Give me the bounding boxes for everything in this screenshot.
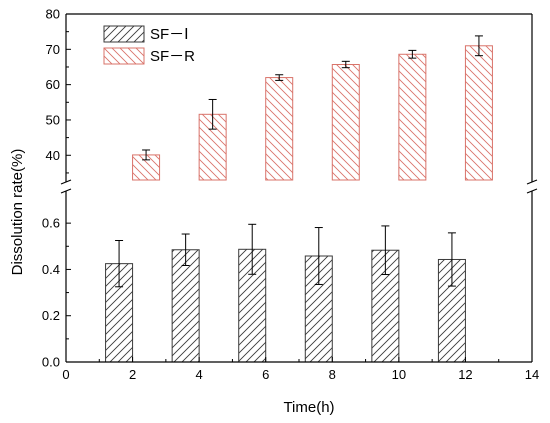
y-tick-label-lower: 0.2: [42, 308, 60, 323]
axis-break-mark: [60, 179, 72, 185]
bar-sf1-4: [171, 249, 200, 363]
x-axis-title: Time(h): [283, 399, 334, 416]
bar-sfr-10: [398, 53, 427, 181]
axis-break-mark: [526, 179, 538, 185]
bar-sfr-12: [464, 45, 493, 181]
axis-break-mark: [60, 188, 72, 194]
bar-sfr-6: [265, 77, 294, 181]
y-tick-label-upper: 80: [46, 7, 60, 22]
axes-layer: 0 2 4 6 8 10 12 14 0.0 0.2 0.4 0.6 40 50 60 70 80: [42, 7, 539, 383]
y-tick-label-upper: 40: [46, 148, 60, 163]
legend-swatch-sf1: [103, 25, 145, 43]
y-tick-label-upper: 50: [46, 112, 60, 127]
legend-swatch-sfr: [103, 47, 145, 65]
x-tick-label: 0: [62, 367, 69, 382]
y-tick-label-lower: 0.0: [42, 355, 60, 370]
bars-layer: [105, 35, 493, 363]
legend-label-sfr: SF－R: [150, 48, 195, 65]
bar-sfr-8: [331, 64, 360, 181]
x-tick-label: 10: [392, 367, 406, 382]
x-tick-label: 12: [458, 367, 472, 382]
legend: SF－Ⅰ SF－R: [103, 25, 195, 65]
x-tick-label: 6: [262, 367, 269, 382]
axis-break-mark: [526, 188, 538, 194]
x-tick-label: 4: [196, 367, 203, 382]
y-tick-label-upper: 70: [46, 42, 60, 57]
x-tick-label: 14: [525, 367, 539, 382]
x-tick-label: 8: [329, 367, 336, 382]
x-tick-label: 2: [129, 367, 136, 382]
y-axis-title: Dissolution rate(%): [9, 149, 26, 276]
y-tick-label-upper: 60: [46, 77, 60, 92]
y-tick-label-lower: 0.6: [42, 216, 60, 231]
y-tick-label-lower: 0.4: [42, 262, 60, 277]
legend-label-sf1: SF－Ⅰ: [150, 26, 189, 43]
